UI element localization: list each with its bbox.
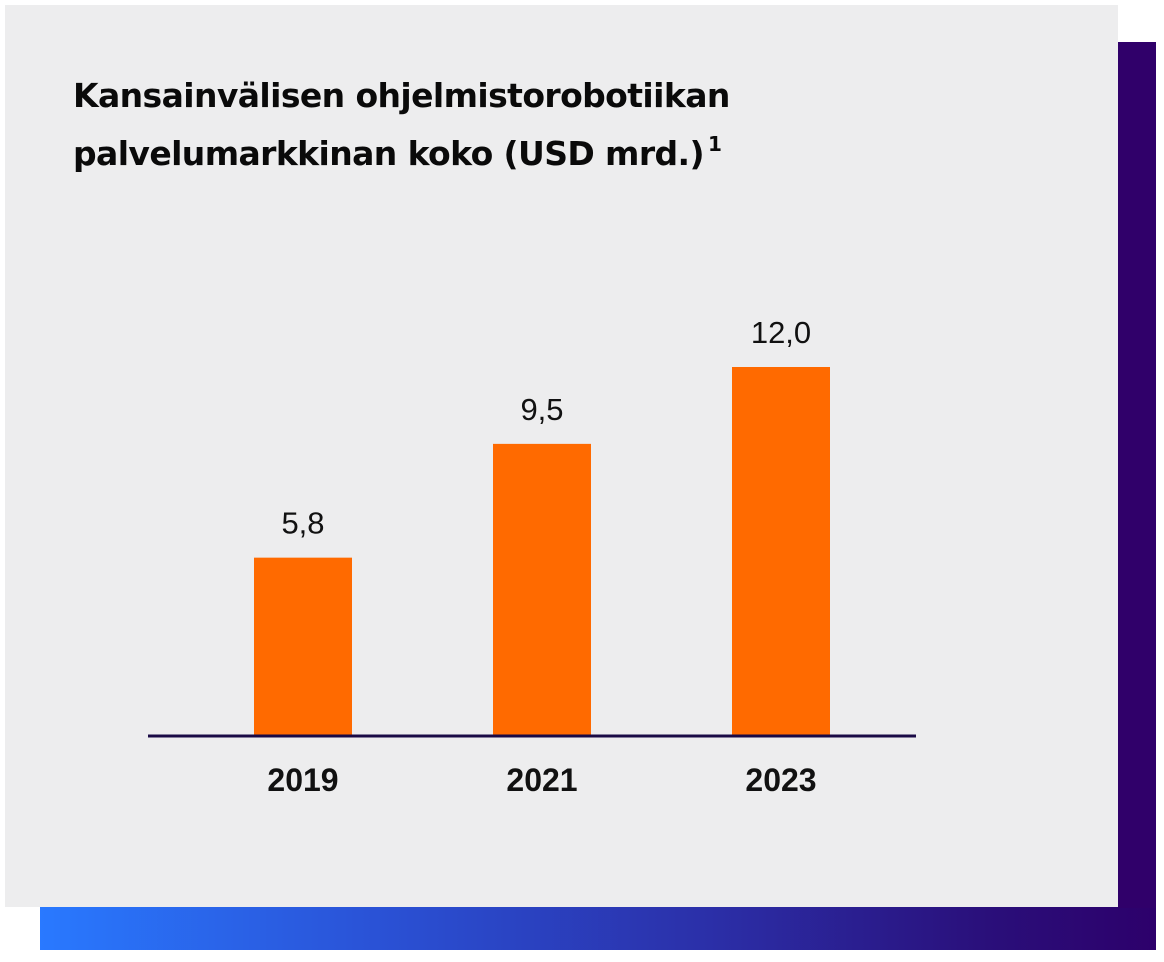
category-label-2019: 2019: [267, 762, 338, 798]
bar-2019: [254, 557, 352, 736]
bar-2021: [493, 443, 591, 736]
chart-card: Kansainvälisen ohjelmistorobotiikan palv…: [5, 5, 1118, 907]
value-label-2021: 9,5: [520, 392, 563, 427]
bar-2023: [732, 367, 830, 736]
value-label-2023: 12,0: [751, 315, 811, 350]
footnote-marker: 1: [707, 132, 722, 156]
backdrop-right-edge: [1118, 42, 1156, 908]
category-label-2023: 2023: [745, 762, 816, 798]
category-label-2021: 2021: [506, 762, 577, 798]
chart-title-line-1: Kansainvälisen ohjelmistorobotiikan: [73, 76, 730, 115]
value-label-2019: 5,8: [281, 506, 324, 541]
chart-title: Kansainvälisen ohjelmistorobotiikan palv…: [73, 72, 973, 178]
chart-title-line-2: palvelumarkkinan koko (USD mrd.): [73, 134, 705, 173]
